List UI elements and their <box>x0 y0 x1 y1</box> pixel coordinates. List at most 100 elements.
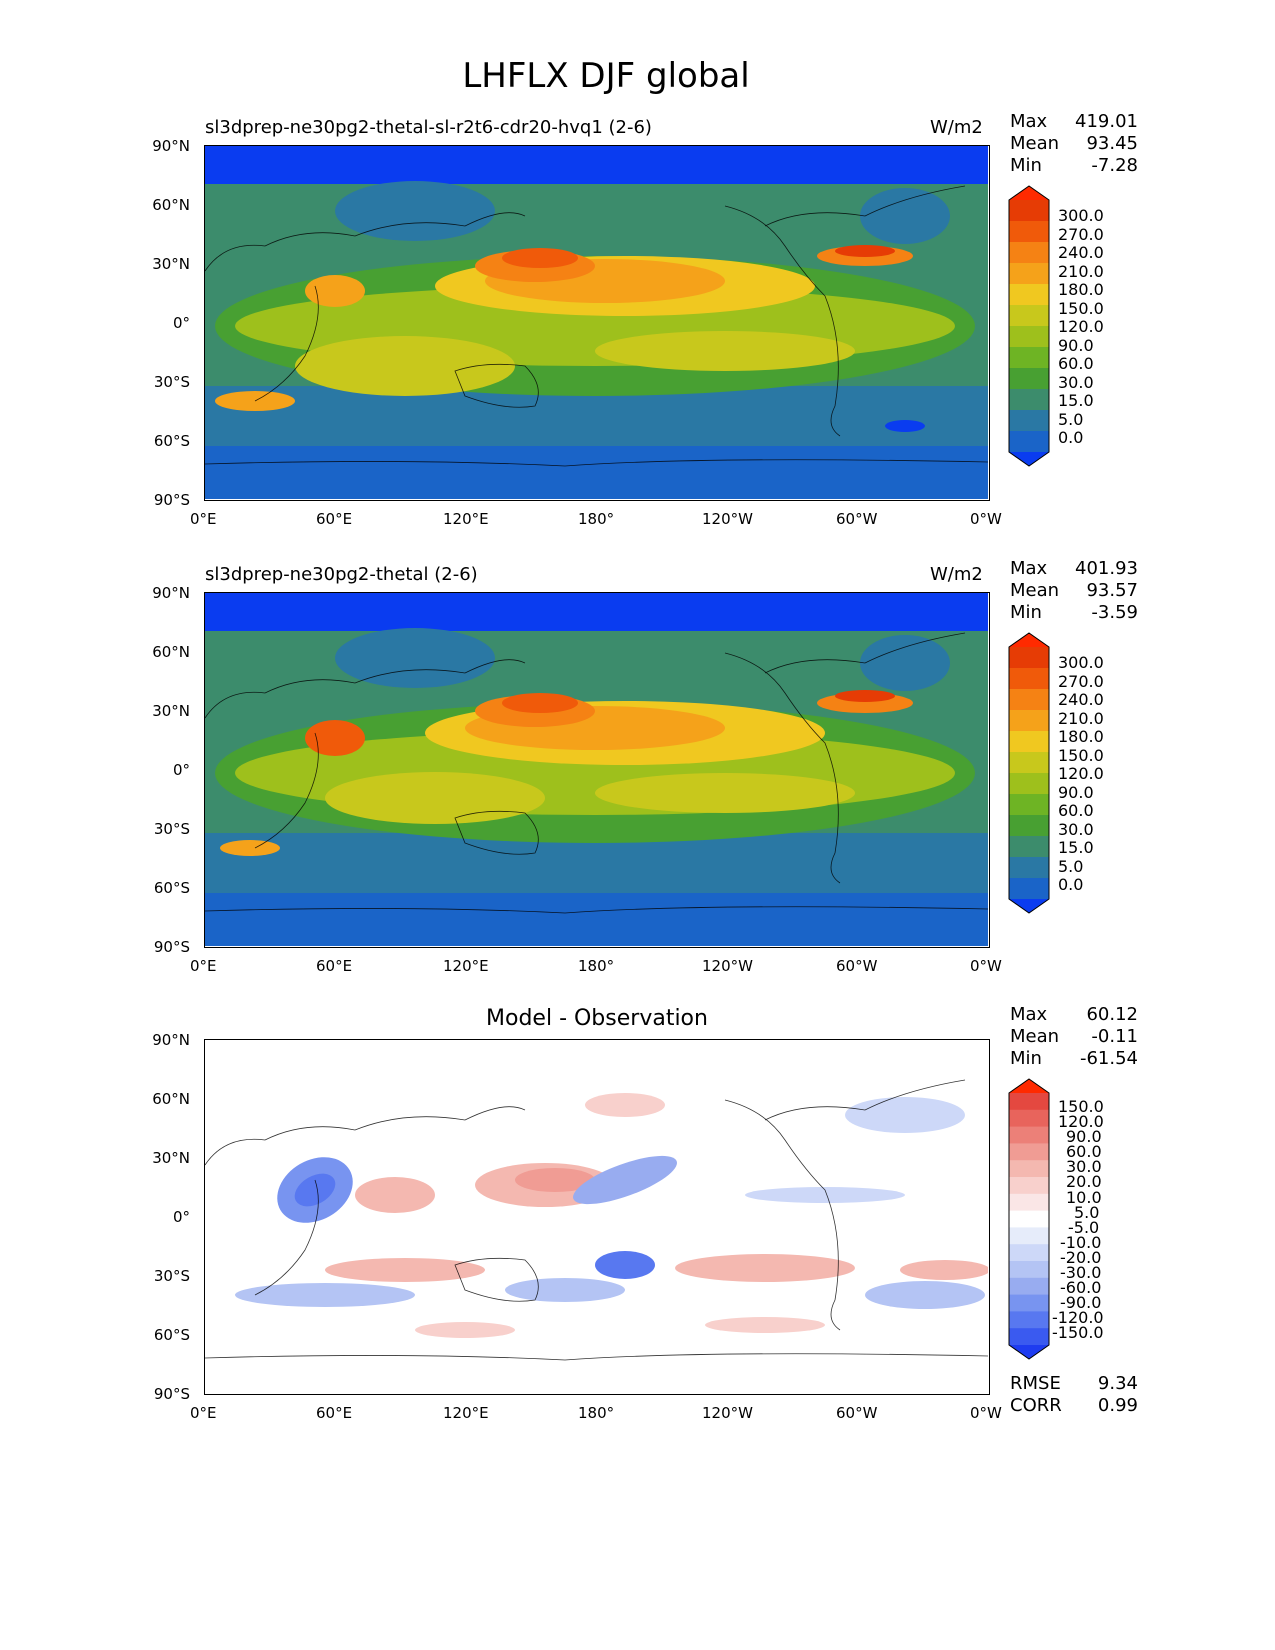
colorbar-segment <box>1009 431 1049 453</box>
colorbar-segment <box>1009 326 1049 348</box>
panel2-colorbar-labels: 300.0 270.0 240.0 210.0 180.0 150.0 120.… <box>1058 653 1104 894</box>
lon-tick: 120°E <box>443 510 489 528</box>
lon-tick: 0°W <box>970 510 1002 528</box>
colorbar-segment <box>1009 752 1049 774</box>
lat-tick: 60°S <box>153 1326 190 1344</box>
lon-tick: 120°W <box>702 1404 753 1422</box>
panel2-field <box>205 593 989 946</box>
lat-tick: 90°S <box>153 938 190 956</box>
colorbar-segment <box>1009 305 1049 327</box>
panel3-colorbar <box>1008 1078 1050 1360</box>
lat-tick: 90°S <box>153 491 190 509</box>
colorbar-segment <box>1009 263 1049 285</box>
lat-tick: 90°N <box>152 1031 190 1049</box>
colorbar-segment <box>1009 1261 1049 1279</box>
lon-tick: 60°E <box>316 510 353 528</box>
lon-tick: 0°E <box>190 510 217 528</box>
colorbar-segment <box>1009 368 1049 390</box>
panel2-stats: Max 401.93 Mean 93.57 Min -3.59 <box>1010 558 1138 623</box>
colorbar-extend-max <box>1009 186 1049 200</box>
colorbar-segment <box>1009 347 1049 369</box>
colorbar-segment <box>1009 731 1049 753</box>
colorbar-segment <box>1009 200 1049 222</box>
colorbar-segment <box>1009 1311 1049 1329</box>
lat-tick: 90°S <box>153 1385 190 1403</box>
lat-tick: 30°N <box>152 255 190 273</box>
colorbar-segment <box>1009 1109 1049 1128</box>
lon-tick: 60°W <box>836 1404 878 1422</box>
lon-tick: 60°E <box>316 957 353 975</box>
colorbar-segment <box>1009 1177 1049 1195</box>
colorbar-segment <box>1009 1244 1049 1262</box>
colorbar-extend-max <box>1009 633 1049 647</box>
colorbar-segment <box>1009 710 1049 732</box>
panel3-map <box>204 1039 990 1395</box>
lon-tick: 120°E <box>443 1404 489 1422</box>
lon-tick: 180° <box>578 1404 615 1422</box>
panel2-title: sl3dprep-ne30pg2-thetal (2-6) <box>205 564 478 585</box>
colorbar-segment <box>1009 1160 1049 1178</box>
lat-tick: 30°S <box>153 373 190 391</box>
lat-tick: 90°N <box>152 584 190 602</box>
colorbar-segment <box>1009 1143 1049 1161</box>
lon-tick: 120°E <box>443 957 489 975</box>
panel3-colorbar-labels: 150.0 120.0 90.0 60.0 30.0 20.0 10.0 5.0… <box>1052 1097 1104 1343</box>
lat-tick: 0° <box>172 1208 190 1226</box>
lat-tick: 60°N <box>152 1090 190 1108</box>
panel2-units: W/m2 <box>930 564 983 585</box>
panel3-metrics: RMSE 9.34 CORR 0.99 <box>1010 1373 1138 1416</box>
lat-tick: 30°S <box>153 820 190 838</box>
colorbar-segment <box>1009 1210 1049 1228</box>
lon-tick: 180° <box>578 957 615 975</box>
lon-tick: 0°W <box>970 1404 1002 1422</box>
colorbar-segment <box>1009 1193 1049 1212</box>
lat-tick: 90°N <box>152 137 190 155</box>
lon-tick: 60°W <box>836 510 878 528</box>
colorbar-segment <box>1009 857 1049 879</box>
lon-tick: 120°W <box>702 510 753 528</box>
lon-tick: 60°E <box>316 1404 353 1422</box>
panel1-stats: Max 419.01 Mean 93.45 Min -7.28 <box>1010 111 1138 176</box>
colorbar-segment <box>1009 815 1049 837</box>
colorbar-extend-max <box>1009 1079 1049 1093</box>
lat-tick: 60°S <box>153 432 190 450</box>
colorbar-extend-min <box>1009 452 1049 466</box>
panel1-title: sl3dprep-ne30pg2-thetal-sl-r2t6-cdr20-hv… <box>205 117 652 138</box>
panel3-field <box>205 1040 989 1393</box>
colorbar-segment <box>1009 1277 1049 1296</box>
lat-tick: 60°S <box>153 879 190 897</box>
lat-tick: 30°N <box>152 702 190 720</box>
lon-tick: 180° <box>578 510 615 528</box>
colorbar-segment <box>1009 1227 1049 1245</box>
lat-tick: 60°N <box>152 196 190 214</box>
colorbar-segment <box>1009 1093 1049 1111</box>
colorbar-segment <box>1009 773 1049 795</box>
lon-tick: 120°W <box>702 957 753 975</box>
panel1-units: W/m2 <box>930 117 983 138</box>
panel1-colorbar <box>1008 185 1050 467</box>
colorbar-segment <box>1009 794 1049 816</box>
colorbar-segment <box>1009 410 1049 432</box>
colorbar-segment <box>1009 836 1049 858</box>
lon-tick: 0°E <box>190 1404 217 1422</box>
panel1-map <box>204 145 990 501</box>
lon-tick: 0°E <box>190 957 217 975</box>
lon-tick: 0°W <box>970 957 1002 975</box>
colorbar-extend-min <box>1009 899 1049 913</box>
lat-tick: 30°S <box>153 1267 190 1285</box>
panel2-map <box>204 592 990 948</box>
colorbar-segment <box>1009 242 1049 264</box>
lat-tick: 30°N <box>152 1149 190 1167</box>
colorbar-segment <box>1009 668 1049 690</box>
colorbar-segment <box>1009 647 1049 669</box>
colorbar-segment <box>1009 689 1049 711</box>
figure-title: LHFLX DJF global <box>462 56 750 96</box>
panel2-colorbar <box>1008 632 1050 914</box>
panel3-title: Model - Observation <box>486 1006 708 1031</box>
colorbar-segment <box>1009 1328 1049 1346</box>
panel3-stats: Max 60.12 Mean -0.11 Min -61.54 <box>1010 1004 1138 1069</box>
lat-tick: 0° <box>172 314 190 332</box>
colorbar-segment <box>1009 1126 1049 1144</box>
panel1-field <box>205 146 989 499</box>
panel1-colorbar-labels: 300.0 270.0 240.0 210.0 180.0 150.0 120.… <box>1058 206 1104 447</box>
